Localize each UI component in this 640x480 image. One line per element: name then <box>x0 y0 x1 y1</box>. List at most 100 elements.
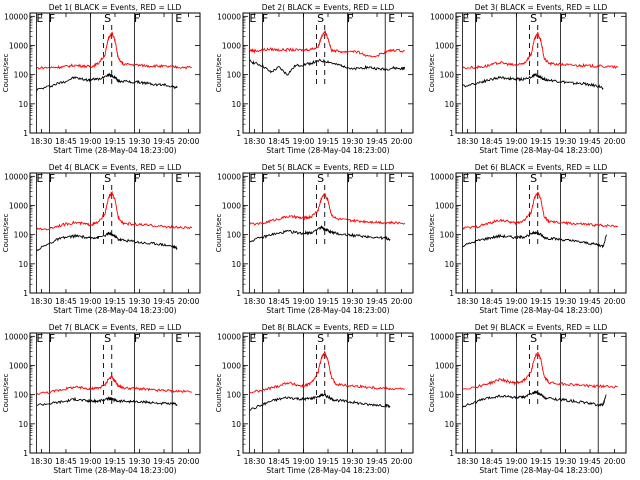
segment-marker-label: S <box>530 172 537 185</box>
x-tick-label: 20:00 <box>178 457 200 466</box>
chart-title: Det 2( BLACK = Events, RED = LLD <box>262 3 395 12</box>
x-axis-title: Start Time (28-May-04 18:23:00) <box>266 306 389 315</box>
y-axis-title: Counts/sec <box>2 54 10 93</box>
y-tick-label: 10000 <box>4 332 28 341</box>
segment-marker-label: S <box>104 332 111 345</box>
y-tick-label: 100 <box>440 71 455 80</box>
x-tick-label: 20:00 <box>391 457 413 466</box>
events-series-line <box>36 72 178 92</box>
x-tick-label: 18:45 <box>481 137 503 146</box>
segment-marker-label: F <box>560 12 566 25</box>
segment-marker-label: E <box>249 332 256 345</box>
x-tick-label: 18:30 <box>457 137 479 146</box>
y-tick-label: 1000 <box>9 201 28 210</box>
x-tick-label: 19:00 <box>506 297 528 306</box>
y-tick-label: 100 <box>14 71 29 80</box>
x-tick-label: 19:45 <box>366 137 388 146</box>
events-series-line <box>249 58 406 76</box>
segment-marker-label: E <box>175 172 182 185</box>
x-tick-label: 19:00 <box>293 457 315 466</box>
y-tick-label: 10000 <box>217 12 241 21</box>
lld-series-line <box>462 352 618 390</box>
x-tick-label: 20:00 <box>604 137 626 146</box>
chart-title: Det 1( BLACK = Events, RED = LLD <box>49 3 182 12</box>
y-tick-label: 10000 <box>217 332 241 341</box>
x-tick-label: 19:15 <box>104 457 126 466</box>
x-tick-label: 19:30 <box>342 137 364 146</box>
chart-title: Det 6( BLACK = Events, RED = LLD <box>475 163 608 172</box>
segment-marker-label: E <box>601 12 608 25</box>
segment-marker-label: F <box>134 172 140 185</box>
y-axis-title: Counts/sec <box>215 54 223 93</box>
x-tick-label: 20:00 <box>178 297 200 306</box>
x-tick-label: 20:00 <box>178 137 200 146</box>
x-tick-label: 19:15 <box>317 137 339 146</box>
y-tick-label: 10 <box>444 260 454 269</box>
segment-marker-label: E <box>249 172 256 185</box>
segment-marker-label: F <box>134 332 140 345</box>
x-axis-title: Start Time (28-May-04 18:23:00) <box>266 146 389 155</box>
y-tick-label: 100 <box>440 231 455 240</box>
x-axis-title: Start Time (28-May-04 18:23:00) <box>479 306 602 315</box>
x-tick-label: 19:45 <box>366 457 388 466</box>
segment-marker-label: S <box>530 332 537 345</box>
x-tick-label: 19:30 <box>129 297 151 306</box>
plot-frame <box>29 12 201 134</box>
x-tick-label: 18:30 <box>244 137 266 146</box>
y-tick-label: 1000 <box>435 41 454 50</box>
x-axis-title: Start Time (28-May-04 18:23:00) <box>53 146 176 155</box>
segment-marker-label: E <box>388 12 395 25</box>
y-tick-label: 10 <box>231 420 241 429</box>
x-tick-label: 18:45 <box>55 457 77 466</box>
y-tick-label: 100 <box>14 231 29 240</box>
segment-marker-label: E <box>36 172 43 185</box>
y-axis-title: Counts/sec <box>2 214 10 253</box>
y-tick-label: 1 <box>23 129 28 138</box>
y-tick-label: 1 <box>23 449 28 458</box>
y-tick-label: 1 <box>236 289 241 298</box>
y-tick-label: 1 <box>236 449 241 458</box>
events-series-line <box>36 231 178 252</box>
segment-marker-label: F <box>475 12 481 25</box>
plot-frame <box>29 332 201 454</box>
x-tick-label: 19:30 <box>129 457 151 466</box>
segment-marker-label: E <box>175 332 182 345</box>
chart-title: Det 5( BLACK = Events, RED = LLD <box>262 163 395 172</box>
x-tick-label: 19:00 <box>506 137 528 146</box>
x-axis-title: Start Time (28-May-04 18:23:00) <box>479 146 602 155</box>
lld-series-line <box>462 192 619 230</box>
x-tick-label: 18:30 <box>244 297 266 306</box>
segment-marker-label: F <box>560 332 566 345</box>
x-tick-label: 19:45 <box>579 297 601 306</box>
segment-marker-label: F <box>475 332 481 345</box>
y-tick-label: 100 <box>227 231 242 240</box>
x-tick-label: 20:00 <box>391 137 413 146</box>
segment-marker-label: E <box>175 12 182 25</box>
segment-marker-label: F <box>347 172 353 185</box>
plot-frame <box>242 12 414 134</box>
x-tick-label: 19:30 <box>342 297 364 306</box>
x-tick-label: 19:00 <box>80 297 102 306</box>
lld-series-line <box>36 374 192 395</box>
plot-frame <box>455 172 627 294</box>
x-tick-label: 19:00 <box>506 457 528 466</box>
segment-marker-label: F <box>262 332 268 345</box>
y-tick-label: 100 <box>227 391 242 400</box>
y-tick-label: 10 <box>18 420 28 429</box>
segment-marker-label: S <box>317 332 324 345</box>
events-series-line <box>462 230 607 249</box>
segment-marker-label: E <box>36 12 43 25</box>
y-tick-label: 1000 <box>435 201 454 210</box>
y-tick-label: 1000 <box>222 201 241 210</box>
x-tick-label: 19:30 <box>555 457 577 466</box>
x-tick-label: 19:15 <box>530 297 552 306</box>
events-series-line <box>249 393 391 412</box>
y-tick-label: 1 <box>449 129 454 138</box>
lld-series-line <box>462 31 619 70</box>
y-tick-label: 1000 <box>9 361 28 370</box>
segment-marker-label: F <box>134 12 140 25</box>
x-tick-label: 19:45 <box>579 137 601 146</box>
